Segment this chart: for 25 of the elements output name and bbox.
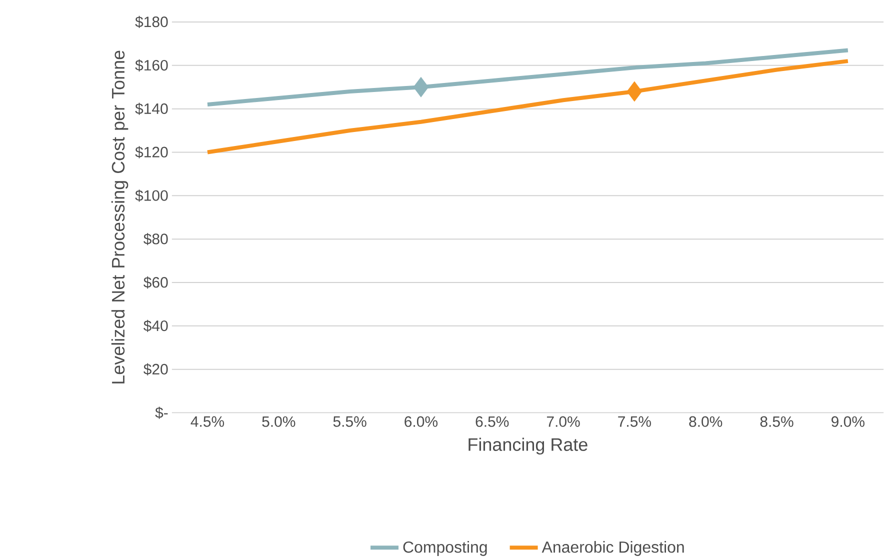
y-tick-label: $180 (135, 16, 168, 28)
y-tick-label: $160 (135, 59, 168, 72)
y-tick-label: $140 (135, 102, 168, 116)
x-tick-label: 5.0% (262, 416, 296, 428)
x-tick-label: 7.0% (546, 416, 580, 428)
x-tick-label: 9.0% (832, 416, 864, 428)
x-tick-label: 6.5% (476, 416, 509, 428)
x-axis-title: Financing Rate (468, 438, 588, 455)
y-tick-label: $80 (144, 233, 168, 246)
legend-label: Anaerobic Digestion (542, 541, 684, 556)
y-tick-label: $120 (135, 146, 168, 158)
x-tick-label: 4.5% (190, 416, 224, 427)
y-axis-title: Levelized Net Processing Cost per Tonne (111, 50, 128, 384)
x-tick-label: 7.5% (618, 416, 651, 427)
line-series (205, 48, 850, 107)
x-tick-label: 6.0% (404, 416, 438, 428)
y-tick-label: $100 (135, 190, 168, 202)
legend-label: Composting (403, 541, 487, 556)
x-tick-label: 5.5% (333, 416, 366, 427)
y-tick-label: $40 (144, 320, 168, 332)
x-tick-label: 8.5% (760, 416, 794, 428)
y-tick-label: $20 (144, 363, 168, 376)
x-tick-label: 8.0% (689, 416, 722, 428)
y-tick-label: $60 (144, 276, 168, 289)
y-tick-label: $- (155, 406, 168, 419)
